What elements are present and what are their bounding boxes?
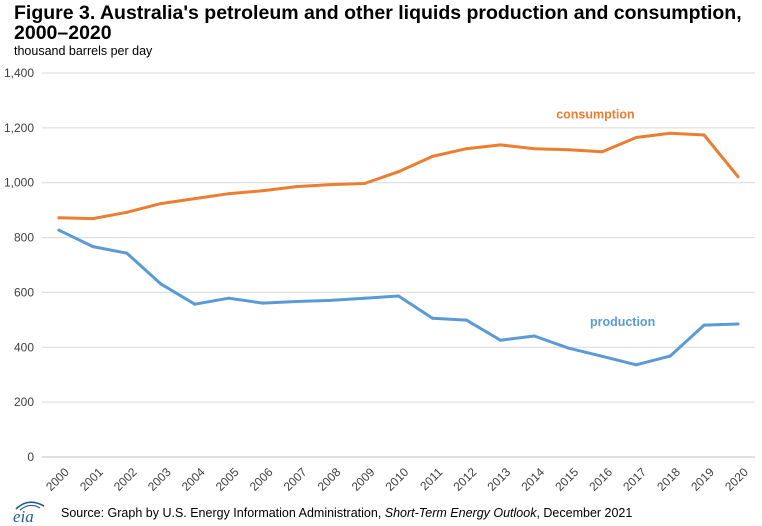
data-point-production bbox=[498, 338, 502, 342]
data-point-production bbox=[430, 316, 434, 320]
data-point-production bbox=[57, 228, 61, 232]
data-point-production bbox=[91, 245, 95, 249]
svg-text:eia: eia bbox=[13, 507, 34, 524]
data-point-production bbox=[227, 296, 231, 300]
data-point-consumption bbox=[125, 210, 129, 214]
data-point-consumption bbox=[261, 189, 265, 193]
series-line-consumption bbox=[57, 131, 740, 221]
y-tick-label: 200 bbox=[14, 395, 34, 409]
x-tick-label: 2007 bbox=[281, 465, 310, 494]
x-tick-label: 2014 bbox=[518, 465, 547, 494]
x-tick-label: 2020 bbox=[722, 465, 751, 494]
data-point-consumption bbox=[702, 133, 706, 137]
x-tick-label: 2013 bbox=[484, 465, 513, 494]
data-point-production bbox=[261, 301, 265, 305]
x-tick-label: 2003 bbox=[145, 465, 174, 494]
y-tick-label: 0 bbox=[27, 450, 34, 464]
data-point-production bbox=[736, 322, 740, 326]
data-point-consumption bbox=[600, 150, 604, 154]
series-label-consumption: consumption bbox=[556, 107, 634, 121]
source-prefix: Source: Graph by U.S. Energy Information… bbox=[61, 506, 385, 520]
data-point-production bbox=[125, 251, 129, 255]
source-note: Source: Graph by U.S. Energy Information… bbox=[61, 506, 632, 520]
x-tick-label: 2017 bbox=[620, 465, 649, 494]
x-tick-label: 2010 bbox=[383, 465, 412, 494]
data-point-production bbox=[397, 294, 400, 298]
x-tick-label: 2005 bbox=[213, 465, 242, 494]
x-tick-label: 2012 bbox=[451, 465, 480, 494]
data-point-consumption bbox=[295, 185, 299, 189]
x-tick-label: 2018 bbox=[654, 465, 683, 494]
y-tick-label: 400 bbox=[14, 340, 34, 354]
data-point-consumption bbox=[736, 175, 740, 179]
data-point-production bbox=[329, 298, 333, 302]
data-point-production bbox=[634, 363, 638, 367]
data-point-consumption bbox=[668, 131, 672, 135]
y-tick-label: 600 bbox=[14, 285, 34, 299]
data-point-consumption bbox=[57, 216, 61, 220]
data-point-production bbox=[600, 354, 604, 358]
data-point-consumption bbox=[227, 192, 231, 196]
data-point-consumption bbox=[464, 147, 468, 151]
source-suffix: , December 2021 bbox=[536, 506, 633, 520]
data-point-production bbox=[159, 282, 163, 286]
y-tick-label: 1,000 bbox=[4, 176, 34, 190]
data-point-production bbox=[532, 334, 536, 338]
source-publication: Short-Term Energy Outlook bbox=[384, 506, 537, 520]
series-label-production: production bbox=[590, 315, 655, 329]
data-point-production bbox=[702, 323, 706, 327]
x-tick-label: 2002 bbox=[111, 465, 140, 494]
data-point-consumption bbox=[159, 202, 163, 206]
footer: eia Source: Graph by U.S. Energy Informa… bbox=[0, 498, 762, 526]
data-point-consumption bbox=[566, 148, 570, 152]
data-point-consumption bbox=[91, 217, 95, 221]
chart-title: Figure 3. Australia's petroleum and othe… bbox=[14, 2, 742, 44]
series-line-production bbox=[57, 228, 740, 367]
y-tick-label: 1,400 bbox=[4, 66, 34, 80]
eia-logo-icon: eia bbox=[13, 501, 45, 524]
data-point-consumption bbox=[498, 143, 502, 147]
x-tick-label: 2008 bbox=[315, 465, 344, 494]
line-chart: 0 200 400 600 800 1,000 1,200 1,400 2000 2001 2002… bbox=[4, 66, 755, 494]
data-point-consumption bbox=[430, 154, 434, 158]
data-point-production bbox=[566, 346, 570, 350]
y-tick-label: 800 bbox=[14, 231, 34, 245]
x-tick-label: 2006 bbox=[247, 465, 276, 494]
y-tick-label: 1,200 bbox=[4, 121, 34, 135]
x-tick-label: 2011 bbox=[417, 465, 445, 493]
x-tick-label: 2015 bbox=[552, 465, 581, 494]
data-point-consumption bbox=[397, 170, 400, 174]
data-point-production bbox=[363, 296, 367, 300]
x-tick-label: 2000 bbox=[43, 465, 72, 494]
x-tick-label: 2019 bbox=[688, 465, 717, 494]
data-point-consumption bbox=[329, 183, 333, 187]
data-point-consumption bbox=[193, 197, 197, 201]
data-point-production bbox=[464, 318, 468, 322]
data-point-consumption bbox=[363, 182, 367, 186]
data-point-consumption bbox=[532, 147, 536, 151]
x-tick-label: 2016 bbox=[586, 465, 615, 494]
x-tick-label: 2001 bbox=[77, 465, 106, 494]
data-point-production bbox=[295, 299, 299, 303]
x-tick-label: 2009 bbox=[349, 465, 378, 494]
data-point-production bbox=[193, 302, 197, 306]
x-tick-label: 2004 bbox=[179, 465, 208, 494]
data-point-production bbox=[668, 354, 672, 358]
data-point-consumption bbox=[634, 135, 638, 139]
y-axis-unit-label: thousand barrels per day bbox=[14, 44, 153, 58]
